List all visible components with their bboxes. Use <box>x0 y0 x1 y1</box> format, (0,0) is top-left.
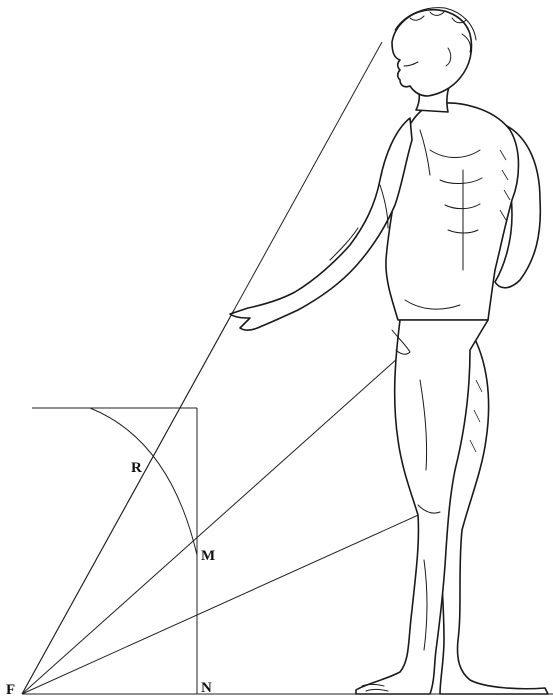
shoulder-line <box>419 129 431 176</box>
ray-to-hips <box>21 357 399 695</box>
toe-line <box>361 684 385 687</box>
shading-hatch <box>469 379 483 453</box>
eye-line <box>403 61 419 67</box>
label-n: N <box>201 680 212 696</box>
label-f: F <box>6 682 15 698</box>
ear <box>445 47 452 67</box>
ray-to-hand <box>21 309 235 695</box>
rib-line <box>439 177 483 184</box>
shin-line <box>423 559 428 651</box>
label-m: M <box>201 548 215 564</box>
quarter-arc <box>89 407 198 556</box>
hair-outline <box>394 7 477 41</box>
groin-detail <box>391 329 411 355</box>
ray-to-knee <box>21 511 426 695</box>
hair-curl <box>451 17 467 24</box>
knee-line <box>417 504 441 514</box>
pointing-arm <box>229 117 413 331</box>
shading-hatch <box>499 149 511 221</box>
hair-curl <box>409 15 425 21</box>
toe-line <box>365 689 389 692</box>
hair-curl <box>461 33 471 53</box>
biceps-line <box>379 184 389 229</box>
thigh-line <box>419 379 428 471</box>
abdomen-line <box>447 229 479 234</box>
hip-line <box>404 299 461 310</box>
label-r: R <box>131 460 142 476</box>
standing-figure <box>229 7 549 695</box>
forearm-line <box>329 227 359 261</box>
head <box>391 9 473 97</box>
hair-curl <box>429 11 445 16</box>
front-leg <box>355 319 489 695</box>
chest-line <box>429 149 481 158</box>
